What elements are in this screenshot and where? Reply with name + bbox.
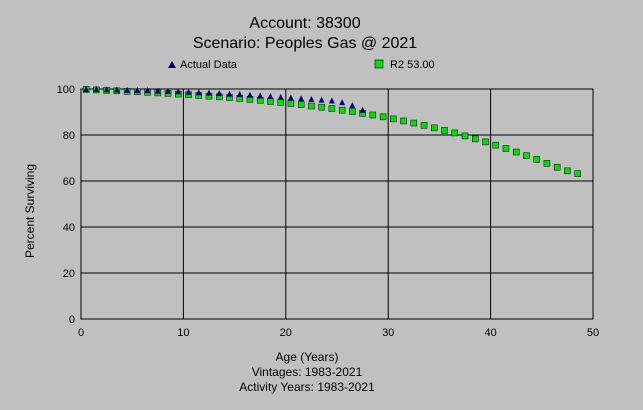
fitted-point xyxy=(553,163,561,171)
x-tick-label: 30 xyxy=(382,327,394,339)
fitted-point xyxy=(502,145,510,152)
fitted-point xyxy=(390,115,397,123)
chart-subtitle: Scenario: Peoples Gas @ 2021 xyxy=(193,35,417,52)
actual-point xyxy=(328,97,335,104)
fitted-point xyxy=(338,106,346,114)
actual-point xyxy=(267,93,274,100)
actual-point xyxy=(287,94,294,101)
fitted-point xyxy=(410,119,418,127)
chart-title: Account: 38300 xyxy=(249,15,360,32)
legend-marker-fitted xyxy=(374,59,384,69)
x-axis-label: Age (Years) xyxy=(276,350,339,364)
y-axis-ticks: 0 20 40 60 80 100 xyxy=(57,84,75,326)
legend-label-fitted: R2 53.00 xyxy=(390,59,435,71)
plot-area xyxy=(80,88,594,320)
fitted-point xyxy=(543,160,551,167)
fitted-point xyxy=(492,141,499,149)
actual-point xyxy=(339,99,346,106)
x-tick-label: 0 xyxy=(78,327,84,339)
fitted-point xyxy=(308,102,315,110)
y-tick-label: 40 xyxy=(63,222,75,234)
footer-vintages: Vintages: 1983-2021 xyxy=(252,365,363,379)
y-axis-label: Percent Surviving xyxy=(23,164,37,258)
actual-point xyxy=(195,89,202,96)
actual-point xyxy=(359,106,366,113)
fitted-point xyxy=(482,138,489,146)
actual-point xyxy=(206,89,212,96)
actual-point xyxy=(246,91,253,98)
fitted-point xyxy=(287,100,295,107)
fitted-point xyxy=(369,111,377,119)
fitted-point xyxy=(574,170,581,177)
fitted-point xyxy=(523,152,530,159)
actual-point xyxy=(144,87,151,94)
actual-point xyxy=(175,88,182,95)
legend-label-actual: Actual Data xyxy=(180,59,238,71)
fitted-point xyxy=(431,124,438,132)
fitted-point xyxy=(564,167,571,175)
actual-point xyxy=(318,96,325,103)
actual-point xyxy=(236,91,243,98)
y-tick-label: 100 xyxy=(57,84,75,96)
fitted-point xyxy=(277,99,284,106)
fitted-point xyxy=(297,101,305,108)
actual-point xyxy=(124,86,131,93)
fitted-point xyxy=(267,98,274,105)
actual-point xyxy=(113,86,120,93)
x-tick-label: 50 xyxy=(587,327,599,339)
fitted-point xyxy=(461,132,469,140)
fitted-point xyxy=(349,108,356,115)
fitted-point xyxy=(512,148,520,156)
actual-point xyxy=(154,87,161,94)
actual-point xyxy=(103,86,110,93)
actual-point xyxy=(134,86,141,93)
fitted-point xyxy=(420,122,428,129)
y-tick-label: 0 xyxy=(69,314,75,326)
y-tick-label: 80 xyxy=(63,130,75,142)
plot-border xyxy=(80,88,594,320)
actual-point xyxy=(165,87,172,94)
actual-point xyxy=(226,90,233,97)
x-tick-label: 10 xyxy=(177,327,189,339)
fitted-point xyxy=(533,156,540,163)
fitted-point xyxy=(471,135,479,143)
y-tick-label: 60 xyxy=(63,176,75,188)
actual-point xyxy=(349,102,356,109)
series-actual xyxy=(83,86,366,113)
grid-lines xyxy=(81,89,593,319)
actual-point xyxy=(277,93,284,100)
x-tick-label: 20 xyxy=(280,327,292,339)
fitted-point xyxy=(441,127,448,134)
y-tick-label: 20 xyxy=(63,268,75,280)
fitted-point xyxy=(318,103,325,111)
actual-point xyxy=(185,88,192,95)
actual-point xyxy=(298,95,305,102)
actual-point xyxy=(93,86,100,92)
footer-activity-years: Activity Years: 1983-2021 xyxy=(239,380,375,394)
fitted-point xyxy=(328,105,336,112)
fitted-point xyxy=(451,129,459,137)
legend-marker-actual xyxy=(168,61,176,68)
actual-point xyxy=(257,92,264,99)
actual-point xyxy=(216,90,223,97)
actual-point xyxy=(83,86,90,92)
legend: Actual Data R2 53.00 xyxy=(168,59,435,71)
x-tick-label: 40 xyxy=(484,327,496,339)
actual-point xyxy=(308,95,315,102)
fitted-point xyxy=(379,113,387,121)
x-axis-ticks: 0 10 20 30 40 50 xyxy=(78,327,599,339)
fitted-point xyxy=(400,117,407,125)
